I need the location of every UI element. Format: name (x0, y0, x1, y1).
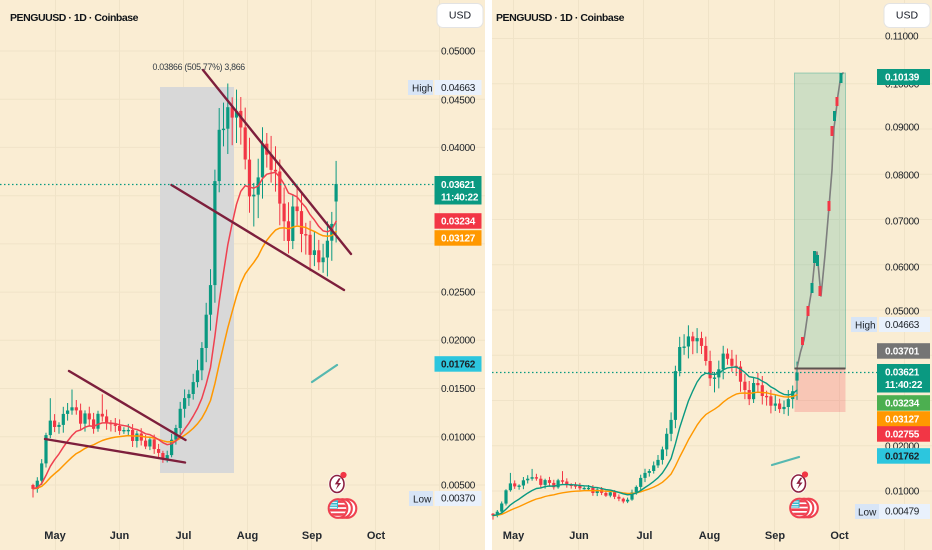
svg-text:0.03127: 0.03127 (441, 234, 476, 245)
svg-text:0.11000: 0.11000 (885, 32, 919, 43)
svg-text:0.03621: 0.03621 (441, 180, 476, 191)
svg-text:11:40:22: 11:40:22 (441, 193, 479, 204)
svg-text:0.08000: 0.08000 (885, 171, 920, 182)
svg-text:High: High (412, 84, 433, 95)
svg-text:Sep: Sep (765, 530, 785, 542)
svg-text:Low: Low (858, 508, 877, 519)
svg-text:11:40:22: 11:40:22 (885, 380, 923, 391)
svg-text:Jul: Jul (176, 530, 192, 542)
svg-text:0.04663: 0.04663 (441, 83, 476, 94)
svg-text:Aug: Aug (699, 530, 720, 542)
svg-text:Jun: Jun (569, 530, 589, 542)
svg-text:High: High (855, 321, 876, 332)
svg-text:0.01762: 0.01762 (441, 360, 476, 371)
svg-text:Sep: Sep (302, 530, 322, 542)
svg-text:PENGUUSD · 1D · Coinbase: PENGUUSD · 1D · Coinbase (10, 12, 139, 24)
svg-text:0.05000: 0.05000 (885, 307, 920, 318)
svg-text:USD: USD (896, 10, 919, 22)
svg-text:0.03234: 0.03234 (441, 217, 476, 228)
svg-text:0.00370: 0.00370 (441, 494, 476, 505)
svg-text:PENGUUSD · 1D · Coinbase: PENGUUSD · 1D · Coinbase (496, 12, 625, 24)
svg-text:0.03701: 0.03701 (885, 347, 920, 358)
svg-text:0.09000: 0.09000 (885, 123, 920, 134)
svg-text:0.04500: 0.04500 (441, 96, 476, 107)
svg-text:0.03866 (505.77%) 3,866: 0.03866 (505.77%) 3,866 (153, 62, 246, 72)
svg-text:May: May (44, 530, 66, 542)
svg-text:0.01500: 0.01500 (441, 384, 476, 395)
svg-text:0.01000: 0.01000 (441, 433, 476, 444)
svg-text:0.01000: 0.01000 (885, 487, 920, 498)
svg-text:0.04000: 0.04000 (441, 143, 476, 154)
svg-text:Aug: Aug (237, 530, 258, 542)
svg-text:Jun: Jun (110, 530, 130, 542)
svg-text:USD: USD (449, 10, 472, 22)
svg-text:0.03234: 0.03234 (885, 399, 920, 410)
svg-text:0.02500: 0.02500 (441, 288, 476, 299)
svg-text:0.06000: 0.06000 (885, 263, 920, 274)
svg-text:0.00479: 0.00479 (885, 507, 920, 518)
svg-text:0.02000: 0.02000 (885, 442, 920, 453)
svg-text:Oct: Oct (367, 530, 386, 542)
svg-text:0.10139: 0.10139 (885, 73, 920, 84)
svg-text:0.04663: 0.04663 (885, 320, 920, 331)
svg-text:0.02755: 0.02755 (885, 430, 920, 441)
svg-text:0.01762: 0.01762 (885, 452, 920, 463)
svg-text:0.00500: 0.00500 (441, 481, 476, 492)
svg-text:0.07000: 0.07000 (885, 217, 920, 228)
svg-text:Jul: Jul (637, 530, 653, 542)
svg-text:0.03127: 0.03127 (885, 415, 920, 426)
svg-text:0.02000: 0.02000 (441, 336, 476, 347)
svg-text:Oct: Oct (830, 530, 849, 542)
svg-text:0.03621: 0.03621 (885, 368, 920, 379)
svg-text:0.05000: 0.05000 (441, 47, 476, 58)
svg-text:May: May (503, 530, 525, 542)
svg-text:Low: Low (413, 495, 432, 506)
